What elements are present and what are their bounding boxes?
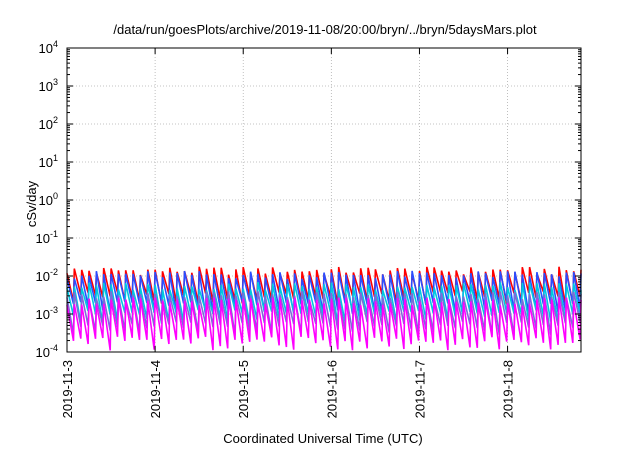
- y-tick-label: 10-4: [36, 343, 58, 360]
- chart-title: /data/run/goesPlots/archive/2019-11-08/2…: [113, 22, 537, 37]
- x-tick-label: 2019-11-4: [148, 360, 163, 418]
- y-axis-label: cSv/day: [24, 180, 39, 227]
- y-tick-label: 10-1: [36, 229, 58, 246]
- y-tick-label: 100: [39, 191, 58, 208]
- x-tick-label: 2019-11-7: [412, 360, 427, 418]
- axis-ticks: 10-4 10-3 10-2 10-1 100 101 102 103 104 2019-11-3…: [36, 39, 581, 418]
- y-tick-label: 102: [39, 115, 58, 132]
- y-tick-label: 101: [39, 153, 58, 170]
- y-tick-label: 10-2: [36, 267, 58, 284]
- x-tick-label: 2019-11-8: [501, 360, 516, 418]
- series-line: [66, 297, 582, 351]
- y-tick-label: 104: [39, 39, 58, 56]
- y-tick-label: 10-3: [36, 305, 58, 322]
- x-tick-label: 2019-11-5: [236, 360, 251, 418]
- x-tick-label: 2019-11-3: [60, 360, 75, 418]
- x-tick-label: 2019-11-6: [324, 360, 339, 418]
- y-tick-label: 103: [39, 77, 58, 94]
- series-group: [66, 266, 582, 351]
- x-axis-label: Coordinated Universal Time (UTC): [223, 431, 422, 446]
